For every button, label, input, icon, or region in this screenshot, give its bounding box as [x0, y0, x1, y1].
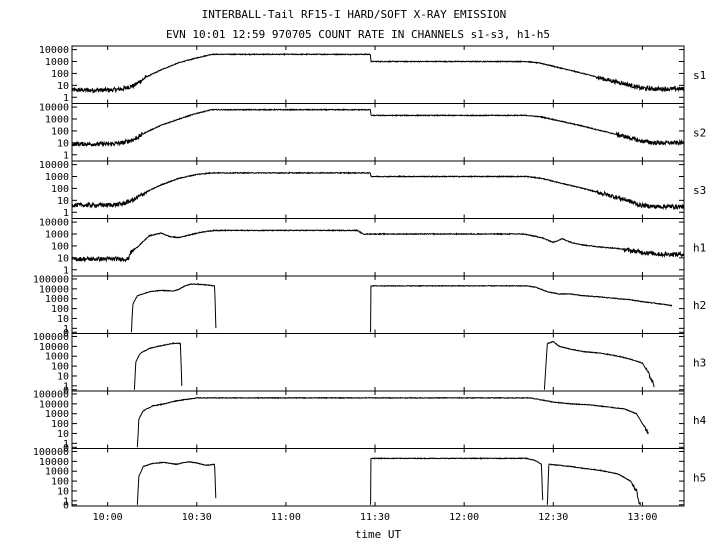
channel-label-s1: s1: [693, 69, 706, 82]
y-tick-label: 10: [57, 314, 69, 325]
series-h3-2: [543, 340, 655, 390]
x-tick-label: 11:30: [360, 512, 390, 523]
channel-label-h3: h3: [693, 356, 706, 369]
series-h2-1: [130, 283, 217, 333]
y-tick-label: 1: [63, 208, 69, 219]
y-tick-label: 1: [63, 265, 69, 276]
y-tick-label: 0: [63, 385, 69, 396]
series-h5-1: [136, 460, 217, 505]
series-s1-1: [71, 52, 685, 94]
x-tick-label: 10:00: [93, 512, 123, 523]
y-tick-label: 10: [57, 138, 69, 149]
series-h3-1: [133, 342, 183, 390]
x-tick-label: 12:30: [538, 512, 568, 523]
channel-label-h1: h1: [693, 241, 706, 254]
y-tick-label: 100: [51, 362, 69, 373]
x-tick-label: 11:00: [271, 512, 301, 523]
series-h2-2: [370, 284, 673, 333]
y-tick-label: 1: [63, 324, 69, 335]
y-tick-label: 0: [63, 500, 69, 511]
y-tick-label: 100: [51, 304, 69, 315]
y-tick-label: 100000: [33, 332, 69, 343]
y-tick-label: 100: [51, 184, 69, 195]
y-tick-label: 100000: [33, 389, 69, 400]
x-tick-label: 10:30: [182, 512, 212, 523]
y-tick-label: 100: [51, 241, 69, 252]
panel-frame: [71, 448, 685, 507]
channel-label-h4: h4: [693, 414, 707, 427]
panel-stack: 100001000100101s1100001000100101s2100001…: [33, 45, 707, 523]
y-tick-label: 10: [57, 253, 69, 264]
y-tick-label: 0: [63, 328, 69, 339]
y-tick-label: 10000: [39, 160, 69, 171]
series-s2-1: [71, 108, 685, 148]
y-tick-label: 100000: [33, 274, 69, 285]
y-tick-label: 10: [57, 196, 69, 207]
y-tick-label: 0: [63, 443, 69, 454]
y-tick-label: 10: [57, 371, 69, 382]
y-tick-label: 10000: [39, 45, 69, 56]
y-tick-label: 1000: [45, 352, 69, 363]
y-tick-label: 1000: [45, 409, 69, 420]
y-tick-label: 100: [51, 419, 69, 430]
series-h4-1: [136, 396, 649, 448]
y-tick-label: 1: [63, 496, 69, 507]
y-tick-label: 1000: [45, 230, 69, 241]
y-tick-label: 10: [57, 429, 69, 440]
y-tick-label: 100: [51, 126, 69, 137]
x-axis-label: time UT: [355, 528, 402, 541]
series-h1-1: [71, 228, 685, 263]
panel-frame: [71, 45, 685, 104]
panel-frame: [71, 103, 685, 162]
channel-label-h2: h2: [693, 299, 706, 312]
x-axis: 10:00 10:30 11:00 11:30 12:00 12:30 13:00: [93, 512, 658, 523]
y-tick-label: 10000: [39, 218, 69, 229]
panel-frame: [71, 333, 685, 392]
x-tick-label: 13:00: [627, 512, 657, 523]
y-tick-label: 1: [63, 93, 69, 104]
y-tick-label: 10000: [39, 399, 69, 410]
y-tick-label: 100: [51, 477, 69, 488]
y-tick-label: 10000: [39, 342, 69, 353]
chart-title: INTERBALL-Tail RF15-I HARD/SOFT X-RAY EM…: [202, 8, 507, 21]
y-tick-label: 1000: [45, 172, 69, 183]
panel-frame: [71, 275, 685, 334]
y-tick-label: 100000: [33, 447, 69, 458]
series-h5-3: [546, 463, 642, 506]
y-tick-label: 10000: [39, 284, 69, 295]
channel-label-s3: s3: [693, 184, 706, 197]
series-h5-2: [370, 456, 544, 505]
y-tick-label: 1000: [45, 115, 69, 126]
y-tick-label: 100: [51, 69, 69, 80]
y-tick-label: 1: [63, 150, 69, 161]
x-tick-label: 12:00: [449, 512, 479, 523]
channel-label-h5: h5: [693, 471, 706, 484]
y-tick-label: 1000: [45, 57, 69, 68]
y-tick-label: 10000: [39, 103, 69, 114]
panel-frame: [71, 218, 685, 277]
y-tick-label: 1000: [45, 467, 69, 478]
y-tick-label: 10: [57, 81, 69, 92]
channel-label-s2: s2: [693, 126, 706, 139]
y-tick-label: 1: [63, 439, 69, 450]
panel-frame: [71, 390, 685, 449]
series-s3-1: [71, 171, 685, 211]
chart-subtitle: EVN 10:01 12:59 970705 COUNT RATE IN CHA…: [166, 28, 550, 41]
y-tick-label: 10: [57, 486, 69, 497]
y-tick-label: 10000: [39, 457, 69, 468]
y-tick-label: 1000: [45, 294, 69, 305]
y-tick-label: 1: [63, 381, 69, 392]
